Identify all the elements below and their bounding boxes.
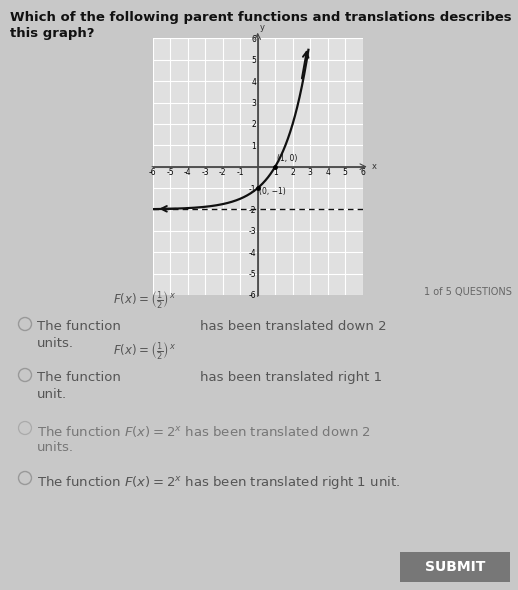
- Text: unit.: unit.: [37, 388, 67, 401]
- Text: has been translated down 2: has been translated down 2: [200, 320, 386, 333]
- FancyBboxPatch shape: [400, 552, 510, 582]
- Text: (1, 0): (1, 0): [277, 155, 297, 163]
- Text: units.: units.: [37, 337, 74, 350]
- Text: The function: The function: [37, 320, 121, 333]
- Text: x: x: [371, 162, 377, 171]
- Text: has been translated right 1: has been translated right 1: [200, 371, 382, 384]
- Text: The function $F(x)=2^x$ has been translated down 2: The function $F(x)=2^x$ has been transla…: [37, 424, 371, 439]
- Text: The function: The function: [37, 371, 121, 384]
- Text: this graph?: this graph?: [10, 27, 94, 40]
- Text: Which of the following parent functions and translations describes: Which of the following parent functions …: [10, 11, 512, 24]
- Text: (0, −1): (0, −1): [260, 188, 286, 196]
- Text: The function $F(x)=2^x$ has been translated right 1 unit.: The function $F(x)=2^x$ has been transla…: [37, 474, 400, 491]
- Text: 1 of 5 QUESTIONS: 1 of 5 QUESTIONS: [424, 287, 512, 297]
- Text: SUBMIT: SUBMIT: [425, 560, 485, 574]
- Text: $F(x)=\left(\frac{1}{2}\right)^x$: $F(x)=\left(\frac{1}{2}\right)^x$: [113, 340, 176, 361]
- Text: y: y: [260, 23, 265, 32]
- Text: $F(x)=\left(\frac{1}{2}\right)^x$: $F(x)=\left(\frac{1}{2}\right)^x$: [113, 289, 176, 310]
- Text: units.: units.: [37, 441, 74, 454]
